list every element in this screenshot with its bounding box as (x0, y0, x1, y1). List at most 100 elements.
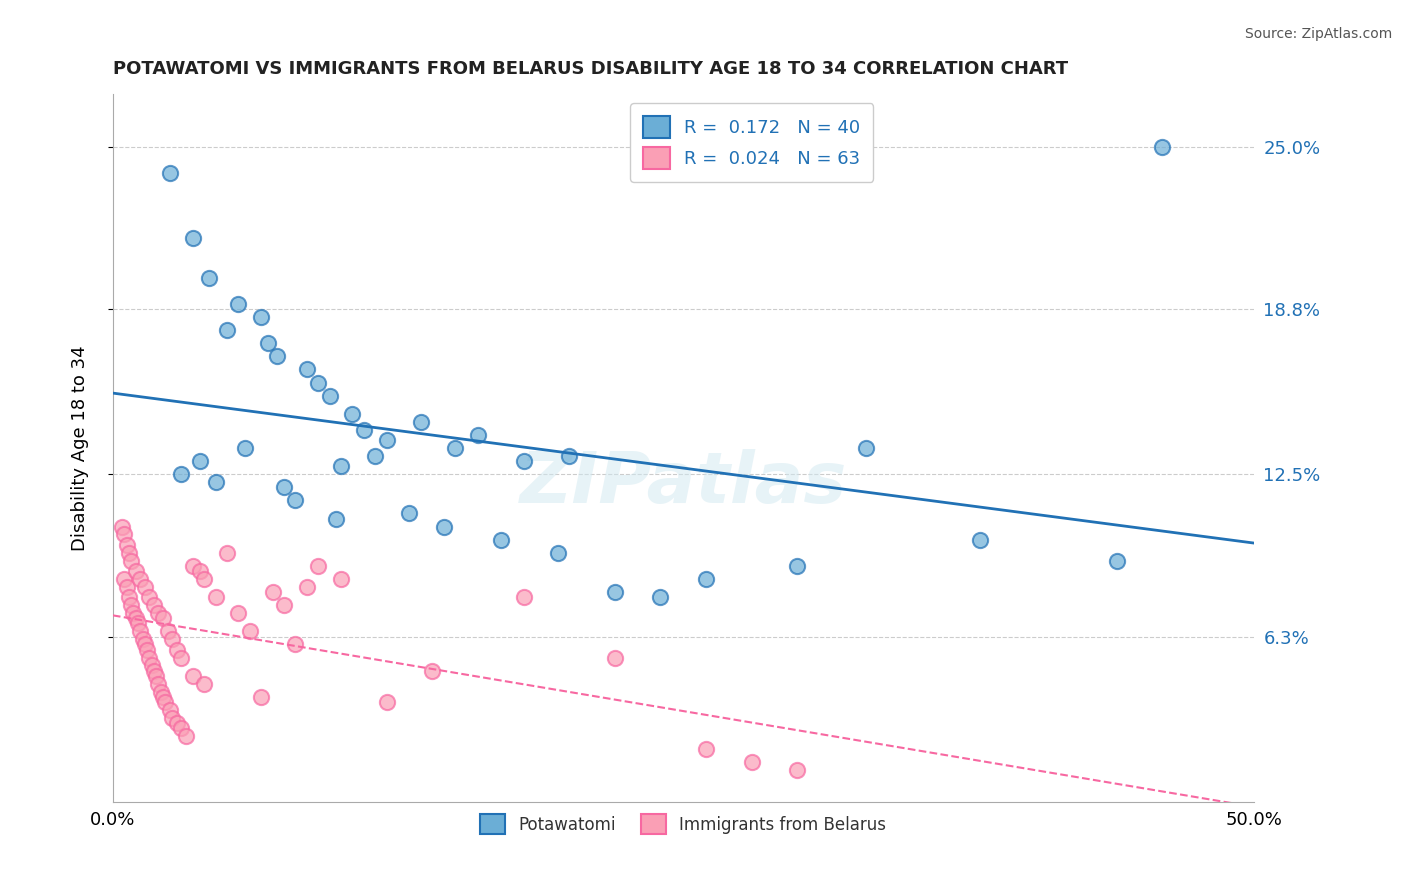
Immigrants from Belarus (174, 729, 197, 743)
Immigrants from Belarus (215, 546, 238, 560)
Immigrants from Belarus (112, 527, 135, 541)
Potawatomi (364, 449, 387, 463)
Text: ZIPatlas: ZIPatlas (520, 449, 846, 518)
Potawatomi (295, 362, 318, 376)
Immigrants from Belarus (152, 690, 174, 704)
Immigrants from Belarus (134, 580, 156, 594)
Immigrants from Belarus (512, 591, 534, 605)
Potawatomi (330, 459, 353, 474)
Immigrants from Belarus (295, 580, 318, 594)
Potawatomi (1152, 140, 1174, 154)
Immigrants from Belarus (149, 684, 172, 698)
Immigrants from Belarus (152, 611, 174, 625)
Immigrants from Belarus (120, 598, 142, 612)
Y-axis label: Disability Age 18 to 34: Disability Age 18 to 34 (72, 345, 89, 551)
Potawatomi (181, 231, 204, 245)
Immigrants from Belarus (112, 572, 135, 586)
Immigrants from Belarus (284, 637, 307, 651)
Immigrants from Belarus (141, 658, 163, 673)
Immigrants from Belarus (129, 624, 152, 639)
Immigrants from Belarus (118, 546, 141, 560)
Potawatomi (318, 389, 340, 403)
Immigrants from Belarus (129, 572, 152, 586)
Legend: Potawatomi, Immigrants from Belarus: Potawatomi, Immigrants from Belarus (472, 805, 894, 843)
Potawatomi (170, 467, 193, 482)
Immigrants from Belarus (156, 624, 179, 639)
Immigrants from Belarus (115, 538, 138, 552)
Potawatomi (273, 480, 295, 494)
Potawatomi (467, 428, 489, 442)
Potawatomi (650, 591, 672, 605)
Potawatomi (409, 415, 432, 429)
Potawatomi (257, 336, 280, 351)
Immigrants from Belarus (250, 690, 273, 704)
Immigrants from Belarus (239, 624, 262, 639)
Immigrants from Belarus (307, 558, 329, 573)
Potawatomi (188, 454, 211, 468)
Text: POTAWATOMI VS IMMIGRANTS FROM BELARUS DISABILITY AGE 18 TO 34 CORRELATION CHART: POTAWATOMI VS IMMIGRANTS FROM BELARUS DI… (112, 60, 1069, 78)
Immigrants from Belarus (375, 695, 398, 709)
Potawatomi (398, 507, 420, 521)
Text: Source: ZipAtlas.com: Source: ZipAtlas.com (1244, 27, 1392, 41)
Immigrants from Belarus (330, 572, 353, 586)
Immigrants from Belarus (181, 669, 204, 683)
Immigrants from Belarus (124, 564, 146, 578)
Immigrants from Belarus (138, 591, 160, 605)
Potawatomi (284, 493, 307, 508)
Potawatomi (489, 533, 512, 547)
Immigrants from Belarus (120, 554, 142, 568)
Potawatomi (433, 519, 456, 533)
Immigrants from Belarus (155, 695, 177, 709)
Potawatomi (969, 533, 991, 547)
Potawatomi (159, 166, 181, 180)
Immigrants from Belarus (124, 611, 146, 625)
Potawatomi (375, 433, 398, 447)
Immigrants from Belarus (134, 637, 156, 651)
Immigrants from Belarus (228, 606, 250, 620)
Immigrants from Belarus (127, 616, 149, 631)
Immigrants from Belarus (420, 664, 443, 678)
Immigrants from Belarus (166, 716, 188, 731)
Potawatomi (215, 323, 238, 337)
Immigrants from Belarus (170, 721, 193, 735)
Immigrants from Belarus (115, 580, 138, 594)
Immigrants from Belarus (138, 650, 160, 665)
Immigrants from Belarus (136, 642, 159, 657)
Immigrants from Belarus (142, 664, 165, 678)
Immigrants from Belarus (193, 676, 215, 690)
Immigrants from Belarus (118, 591, 141, 605)
Potawatomi (233, 441, 256, 455)
Immigrants from Belarus (695, 742, 717, 756)
Potawatomi (512, 454, 534, 468)
Potawatomi (603, 585, 626, 599)
Potawatomi (342, 407, 364, 421)
Immigrants from Belarus (262, 585, 284, 599)
Immigrants from Belarus (603, 650, 626, 665)
Immigrants from Belarus (170, 650, 193, 665)
Potawatomi (325, 512, 347, 526)
Potawatomi (307, 376, 329, 390)
Immigrants from Belarus (159, 703, 181, 717)
Potawatomi (558, 449, 581, 463)
Immigrants from Belarus (111, 519, 134, 533)
Immigrants from Belarus (741, 756, 763, 770)
Potawatomi (547, 546, 569, 560)
Potawatomi (197, 270, 219, 285)
Potawatomi (444, 441, 467, 455)
Immigrants from Belarus (188, 564, 211, 578)
Potawatomi (250, 310, 273, 324)
Potawatomi (353, 423, 375, 437)
Immigrants from Belarus (786, 763, 808, 777)
Immigrants from Belarus (181, 558, 204, 573)
Immigrants from Belarus (193, 572, 215, 586)
Immigrants from Belarus (148, 676, 170, 690)
Immigrants from Belarus (122, 606, 145, 620)
Potawatomi (228, 297, 250, 311)
Immigrants from Belarus (166, 642, 188, 657)
Immigrants from Belarus (131, 632, 153, 647)
Immigrants from Belarus (160, 711, 183, 725)
Immigrants from Belarus (145, 669, 167, 683)
Potawatomi (1105, 554, 1128, 568)
Potawatomi (266, 349, 288, 363)
Potawatomi (204, 475, 226, 489)
